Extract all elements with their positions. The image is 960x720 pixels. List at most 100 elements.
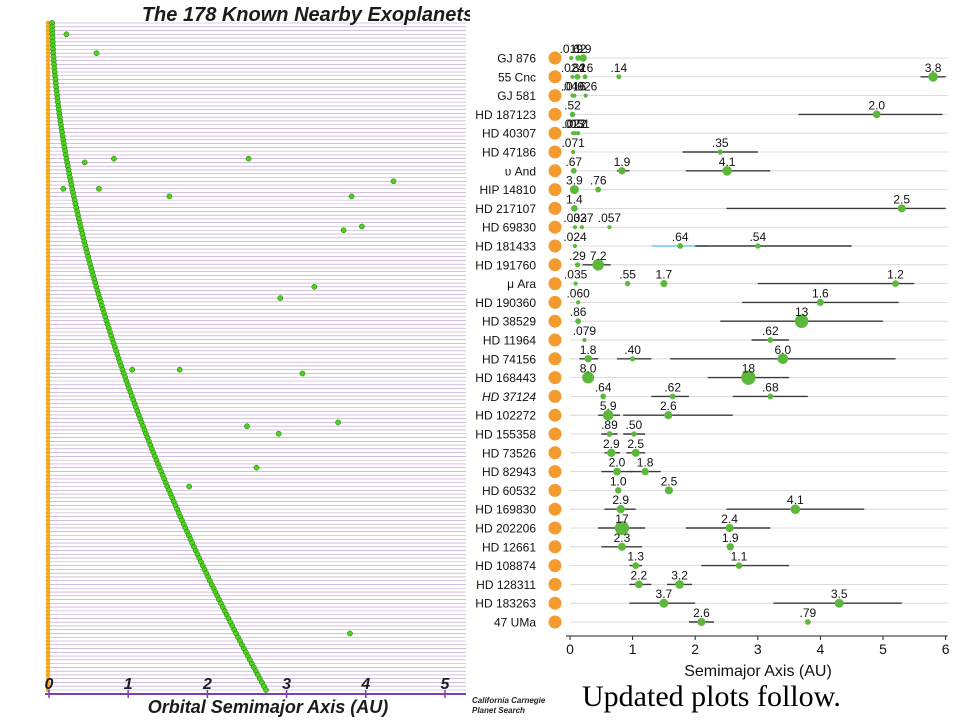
left-star-dot bbox=[45, 442, 51, 448]
planet-dot bbox=[573, 281, 578, 286]
footer-note: Updated plots follow. bbox=[582, 680, 841, 713]
left-star-dot bbox=[45, 646, 51, 651]
planet-dot bbox=[635, 580, 643, 589]
left-star-dot bbox=[45, 525, 51, 531]
planet-dot bbox=[741, 370, 756, 385]
planet-mass-label: .16 bbox=[577, 61, 594, 75]
left-planet-dot bbox=[244, 423, 250, 430]
planet-dot bbox=[790, 504, 801, 515]
planet-dot bbox=[777, 353, 789, 365]
left-star-dot bbox=[45, 20, 51, 26]
left-star-dot bbox=[45, 325, 51, 331]
left-star-dot bbox=[45, 69, 51, 75]
left-star-dot bbox=[45, 359, 51, 365]
system-name: HD 60532 bbox=[482, 484, 536, 498]
left-star-dot bbox=[45, 469, 51, 474]
planet-mass-label: 1.3 bbox=[627, 550, 644, 564]
system-name: HD 217107 bbox=[475, 202, 536, 216]
planet-mass-label: 2.5 bbox=[661, 474, 678, 488]
left-star-dot bbox=[45, 352, 51, 357]
left-planet-dot bbox=[358, 223, 365, 230]
left-star-dot bbox=[45, 24, 51, 30]
planet-dot bbox=[614, 487, 622, 494]
left-chart-svg: 0 1 2 3 4 5 The 178 Known Nearby Exoplanets O… bbox=[45, 4, 470, 717]
planet-dot bbox=[572, 243, 578, 249]
left-star-dot bbox=[45, 152, 51, 158]
left-star-dot bbox=[45, 160, 51, 165]
right-tick-label: 0 bbox=[566, 641, 574, 657]
system-name: HD 181433 bbox=[475, 240, 536, 254]
left-star-dot bbox=[45, 99, 51, 105]
left-star-dot bbox=[45, 487, 51, 493]
left-planet-dot bbox=[96, 185, 102, 192]
planet-mass-label: .14 bbox=[610, 61, 627, 75]
star-dot bbox=[548, 521, 562, 535]
left-star-dot bbox=[45, 619, 51, 625]
planet-dot bbox=[631, 448, 640, 457]
planet-dot bbox=[624, 280, 631, 287]
planet-mass-label: .40 bbox=[624, 343, 641, 357]
left-planet-dot bbox=[93, 50, 100, 56]
left-star-dot bbox=[45, 318, 51, 324]
planet-mass-label: 1.1 bbox=[731, 550, 748, 564]
planet-mass-label: 3.7 bbox=[656, 587, 673, 601]
planet-mass-label: .019 bbox=[560, 42, 584, 56]
star-dot bbox=[548, 615, 562, 629]
right-tick-label: 5 bbox=[879, 641, 887, 657]
star-dot bbox=[548, 239, 562, 253]
left-star-dot bbox=[45, 50, 51, 56]
planet-dot bbox=[794, 314, 809, 328]
system-name: HD 102272 bbox=[475, 409, 536, 423]
planet-mass-label: .037 bbox=[570, 211, 594, 225]
left-star-dot bbox=[45, 401, 51, 406]
planet-mass-label: .022 bbox=[563, 117, 587, 131]
left-star-dot bbox=[45, 393, 51, 399]
left-star-dot bbox=[45, 333, 51, 339]
planet-dot bbox=[630, 356, 636, 362]
planet-mass-label: 3.5 bbox=[831, 587, 848, 601]
system-name: GJ 876 bbox=[497, 52, 536, 66]
planet-mass-label: .016 bbox=[563, 80, 587, 94]
star-dot bbox=[548, 371, 562, 385]
star-dot bbox=[548, 596, 562, 610]
left-star-dot bbox=[45, 216, 51, 222]
planet-mass-label: .032 bbox=[563, 211, 587, 225]
left-star-dot bbox=[45, 412, 51, 418]
left-star-dot bbox=[45, 220, 51, 226]
star-dot bbox=[548, 183, 562, 197]
planet-mass-label: 2.0 bbox=[868, 98, 885, 112]
planet-dot bbox=[617, 542, 626, 551]
left-tick-label: 2 bbox=[202, 676, 212, 693]
left-planet-dot bbox=[263, 687, 269, 693]
planet-mass-label: 17 bbox=[615, 512, 629, 526]
left-star-dot bbox=[45, 574, 51, 580]
planet-mass-label: 2.6 bbox=[660, 399, 677, 413]
left-star-dot bbox=[45, 212, 51, 218]
left-star-dot bbox=[45, 111, 51, 116]
left-star-dot bbox=[45, 348, 51, 354]
left-planet-dot bbox=[129, 366, 136, 373]
planet-mass-label: .50 bbox=[626, 418, 643, 432]
left-star-dot bbox=[45, 254, 51, 259]
left-chart-title: The 178 Known Nearby Exoplanets bbox=[142, 4, 470, 26]
system-name: HD 47186 bbox=[482, 146, 536, 160]
star-dot bbox=[548, 408, 562, 422]
star-dot bbox=[548, 352, 562, 366]
left-tick-label: 5 bbox=[441, 676, 451, 693]
left-star-dot bbox=[45, 533, 51, 538]
planet-mass-label: 7.2 bbox=[590, 249, 607, 263]
planet-mass-label: 5.9 bbox=[600, 399, 617, 413]
left-star-dot bbox=[45, 265, 51, 271]
left-star-dot bbox=[45, 307, 51, 312]
left-star-dot bbox=[45, 288, 51, 293]
left-star-dot bbox=[45, 122, 51, 128]
planet-mass-label: .35 bbox=[712, 136, 729, 150]
left-planet-dot bbox=[81, 159, 88, 166]
planet-mass-label: .54 bbox=[749, 230, 766, 244]
planet-mass-label: .024 bbox=[561, 61, 585, 75]
left-star-dot bbox=[45, 631, 51, 636]
left-star-dot bbox=[45, 65, 51, 71]
left-star-dot bbox=[45, 84, 51, 90]
left-star-dot bbox=[45, 73, 51, 79]
left-star-dot bbox=[45, 163, 51, 169]
